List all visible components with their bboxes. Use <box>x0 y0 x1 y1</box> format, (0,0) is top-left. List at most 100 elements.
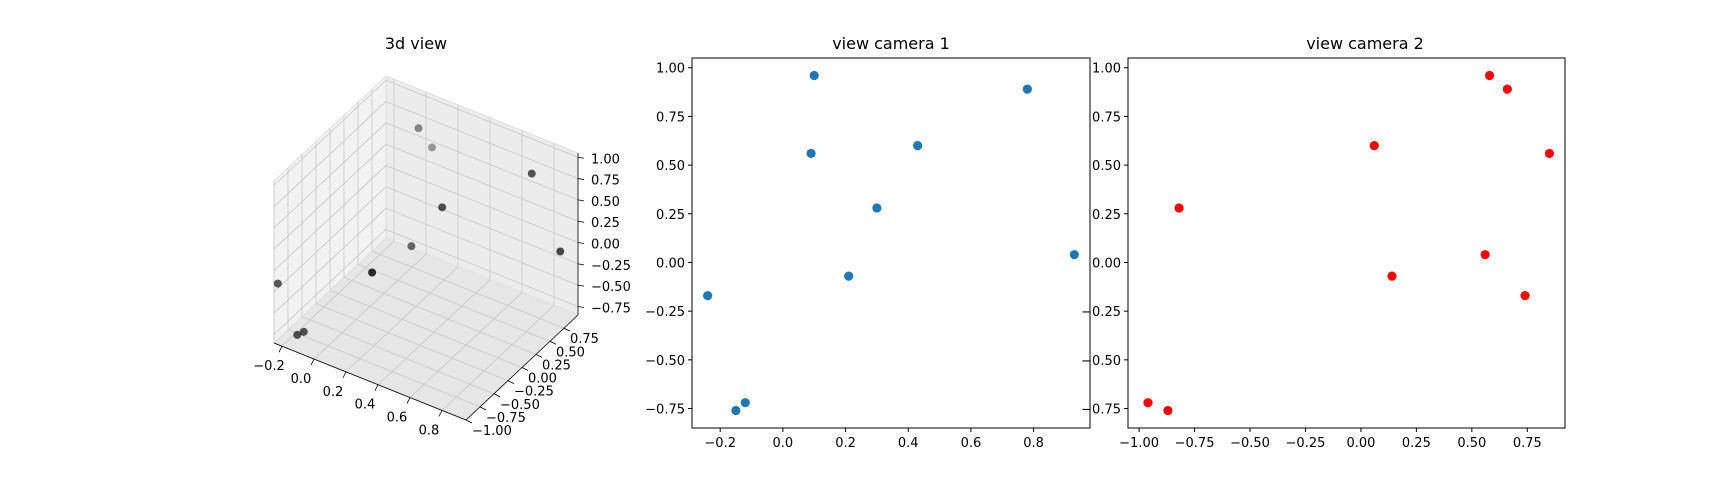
x-axis-line <box>273 342 467 421</box>
grid-line-z <box>273 122 579 229</box>
panel-view-camera-1: view camera 1 −0.2 0.0 0.2 0.4 0.6 0.8−0.75−0… <box>645 34 1091 451</box>
y3d-tick <box>507 380 515 384</box>
z3d-tick <box>577 178 585 180</box>
grid-line-y <box>301 154 495 395</box>
panel-3d-plot-area: −0.20.00.20.40.60.8 −1.00−0.75−0.50−0.250… <box>253 74 631 439</box>
z3d-tick-label: −0.25 <box>591 259 631 274</box>
y3d-tick <box>535 354 543 358</box>
camera1-data-point <box>731 405 741 416</box>
x3d-tick-label: 0.0 <box>291 372 312 387</box>
y3d-tick-label: −0.50 <box>500 398 540 413</box>
camera1-y-tick-label: 0.50 <box>656 159 685 174</box>
camera2-x-tick-label: −0.25 <box>1286 436 1326 451</box>
z3d-tick <box>577 306 585 308</box>
z3d-tick-label: 1.00 <box>591 152 620 167</box>
y3d-tick-label: 0.75 <box>570 332 599 347</box>
y3d-tick <box>521 367 529 371</box>
3d-data-point <box>556 247 565 256</box>
grid-line-y <box>329 128 523 368</box>
camera2-y-tick-label: 0.25 <box>1092 208 1121 223</box>
x3d-tick <box>374 384 379 391</box>
panel-view-camera-2: view camera 2 −1.00 −0.75 −0.50 −0.25 0.00 0.… <box>1081 34 1566 451</box>
x3d-tick-label: 0.2 <box>323 385 344 400</box>
x3d-tick <box>310 358 315 366</box>
grid-line-x <box>313 92 427 360</box>
z3d-tick-label: 0.25 <box>591 216 620 231</box>
camera1-y-tick-label: 0.25 <box>656 208 685 223</box>
grid-line-z <box>273 186 579 293</box>
camera1-x-tick-label: 0.2 <box>835 436 856 451</box>
x3d-tick-label: 0.8 <box>419 423 440 438</box>
grid-line-y <box>357 102 551 342</box>
z3d-tick <box>577 242 585 244</box>
z3d-tick <box>577 199 585 202</box>
y3d-tick-label: 0.50 <box>556 345 585 360</box>
camera2-data-point <box>1387 271 1397 281</box>
camera2-data-point <box>1502 84 1512 94</box>
x3d-tick <box>342 371 347 379</box>
z3d-tick <box>577 156 585 159</box>
grid-line-x <box>409 130 523 398</box>
3d-data-point <box>293 330 302 339</box>
3d-data-point <box>438 203 447 212</box>
camera1-y-tick-label: −0.75 <box>645 403 685 418</box>
x3d-tick <box>438 410 443 417</box>
camera1-data-point <box>809 70 819 81</box>
camera2-x-tick-label: −0.50 <box>1230 436 1270 451</box>
camera1-data-point <box>872 203 882 213</box>
y3d-tick-label: −0.75 <box>486 411 526 426</box>
camera2-y-tick-label: 1.00 <box>1092 62 1121 77</box>
camera1-axes-frame <box>691 57 1091 429</box>
grid-line-x <box>345 104 459 373</box>
grid-line-z <box>273 79 579 186</box>
camera1-x-tick-label: 0.0 <box>773 436 794 451</box>
camera1-x-tick-label: 0.8 <box>1023 436 1044 451</box>
grid-line-x <box>377 117 491 386</box>
3d-data-point <box>527 169 536 178</box>
x3d-tick-label: 0.4 <box>355 398 376 413</box>
z3d-tick-label: −0.50 <box>591 280 631 295</box>
panel-camera1-title: view camera 1 <box>832 34 950 53</box>
grid-line-z <box>273 207 579 314</box>
grid-line-y <box>287 167 481 408</box>
camera1-y-tick-label: −0.50 <box>645 354 685 369</box>
panel-3d-view: 3d view −0.20.00.20.40.60.8 −1.00−0.75−0.… <box>253 34 631 439</box>
camera2-y-tick-label: −0.25 <box>1081 305 1121 320</box>
grid-line-z <box>273 165 579 271</box>
y3d-tick <box>493 393 501 398</box>
panel-3d-title: 3d view <box>385 34 447 53</box>
camera2-data-point <box>1544 148 1555 159</box>
camera2-data-point <box>1143 398 1153 408</box>
camera1-y-tick-label: 0.75 <box>656 110 685 125</box>
z3d-tick <box>577 263 585 266</box>
camera2-data-point <box>1163 405 1173 416</box>
y3d-tick-label: 0.00 <box>528 372 557 387</box>
camera1-data-point <box>806 148 816 159</box>
panel-camera2-title: view camera 2 <box>1306 34 1424 53</box>
z3d-tick <box>577 284 585 287</box>
grid-line-z <box>273 229 579 335</box>
grid-line-y <box>343 115 537 355</box>
camera1-data-point <box>740 398 750 408</box>
camera2-y-tick-label: 0.50 <box>1092 159 1121 174</box>
z3d-tick <box>577 220 585 223</box>
camera1-data-point <box>1069 250 1079 260</box>
y3d-tick <box>549 340 557 345</box>
camera1-data-point <box>703 290 713 301</box>
camera1-data-point <box>913 141 923 151</box>
camera1-y-tick-label: 1.00 <box>656 62 685 77</box>
grid-line-y <box>371 89 565 329</box>
z3d-tick-label: 0.50 <box>591 195 620 210</box>
z3d-tick-label: 0.75 <box>591 174 620 189</box>
camera2-x-tick-label: −0.75 <box>1175 436 1215 451</box>
y3d-tick-label: −0.25 <box>514 385 554 400</box>
grid-line-x <box>441 143 555 411</box>
camera2-x-tick-label: 0.50 <box>1457 436 1486 451</box>
grid-line-y <box>315 141 509 381</box>
camera2-data-point <box>1484 70 1495 81</box>
camera1-x-tick-label: 0.4 <box>898 436 919 451</box>
camera2-data-point <box>1369 141 1379 151</box>
grid-line-x <box>281 79 395 347</box>
